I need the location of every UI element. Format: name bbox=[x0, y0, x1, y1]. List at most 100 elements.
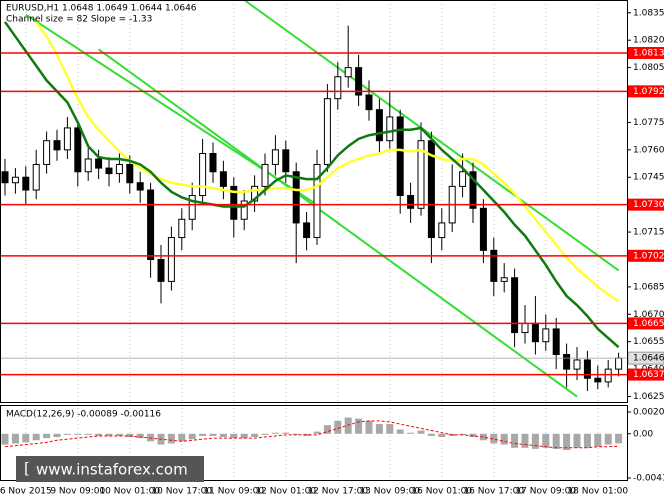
level-label: 1.0637 bbox=[633, 370, 664, 380]
candle-body bbox=[209, 152, 217, 173]
candle-body bbox=[115, 163, 123, 175]
candle-body bbox=[615, 357, 623, 370]
candle-body bbox=[292, 171, 300, 224]
level-tag bbox=[628, 368, 664, 381]
candle-body bbox=[521, 322, 529, 334]
y-tick-label: 1.0655 bbox=[633, 337, 664, 347]
macd-signal bbox=[4, 420, 619, 449]
macd-bar bbox=[542, 433, 550, 448]
macd-bar bbox=[511, 433, 519, 448]
macd-bar bbox=[583, 433, 591, 448]
macd-bar bbox=[251, 433, 259, 438]
candle-body bbox=[479, 207, 487, 251]
candle-body bbox=[147, 189, 155, 260]
candle-body bbox=[531, 322, 539, 343]
candle-body bbox=[604, 368, 612, 383]
candle-body bbox=[386, 116, 394, 142]
candle-body bbox=[261, 163, 269, 187]
candle-body bbox=[136, 182, 144, 191]
macd-bar bbox=[323, 425, 331, 434]
candle-body bbox=[22, 176, 30, 191]
x-tick-label: 17 Nov 09:00 bbox=[515, 487, 576, 497]
candle-body bbox=[126, 163, 134, 184]
level-tag bbox=[628, 85, 664, 98]
candle-body bbox=[63, 127, 71, 151]
watermark-text: www.instaforex.com bbox=[36, 461, 188, 479]
candle-body bbox=[230, 185, 238, 220]
candle-body bbox=[271, 149, 279, 165]
level-tag bbox=[628, 317, 664, 330]
x-tick-label: 9 Nov 09:00 bbox=[50, 487, 105, 497]
candle-body bbox=[594, 377, 602, 383]
y-tick-label: 0.00 bbox=[633, 429, 653, 439]
candle-body bbox=[105, 167, 113, 175]
macd-bar bbox=[552, 433, 560, 449]
candle-body bbox=[11, 176, 19, 184]
candle-body bbox=[407, 195, 415, 209]
channel-line bbox=[98, 48, 578, 398]
level-tag bbox=[628, 198, 664, 211]
chart-subtitle: Channel size = 82 Slope = -1.33 bbox=[6, 15, 152, 25]
candle-body bbox=[427, 140, 435, 239]
macd-bar bbox=[573, 433, 581, 448]
macd-bar bbox=[615, 433, 623, 444]
candle-body bbox=[95, 158, 103, 169]
macd-bar bbox=[199, 433, 207, 436]
macd-bar bbox=[407, 432, 415, 434]
y-tick-label: 1.0835 bbox=[633, 8, 664, 18]
macd-bar bbox=[178, 433, 186, 442]
candle-body bbox=[583, 359, 591, 379]
level-tag bbox=[628, 46, 664, 59]
x-tick-label: 12 Nov 17:00 bbox=[307, 487, 368, 497]
x-tick-label: 10 Nov 17:00 bbox=[151, 487, 212, 497]
candle-body bbox=[251, 185, 259, 202]
macd-bar bbox=[53, 433, 61, 438]
macd-bar bbox=[63, 433, 71, 435]
macd-bar bbox=[167, 433, 175, 444]
candle-body bbox=[542, 328, 550, 343]
candle-body bbox=[396, 116, 404, 197]
macd-bar bbox=[604, 433, 612, 445]
macd-bar bbox=[115, 433, 123, 436]
macd-bar bbox=[355, 418, 363, 434]
level-label: 1.0702 bbox=[633, 251, 664, 261]
macd-bar bbox=[271, 432, 279, 434]
y-tick-label: 1.0625 bbox=[633, 392, 664, 402]
macd-bar bbox=[240, 433, 248, 439]
macd-bar bbox=[344, 417, 352, 434]
candle-body bbox=[552, 328, 560, 355]
level-tag bbox=[628, 249, 664, 262]
macd-bar bbox=[147, 433, 155, 442]
macd-bar bbox=[230, 433, 238, 439]
candle-body bbox=[32, 163, 40, 191]
x-tick-label: 13 Nov 09:00 bbox=[359, 487, 420, 497]
macd-bar bbox=[261, 433, 269, 435]
candle-body bbox=[84, 158, 92, 173]
candle-body bbox=[323, 98, 331, 165]
candle-body bbox=[178, 218, 186, 239]
macd-bar bbox=[209, 433, 217, 436]
macd-bar bbox=[313, 431, 321, 434]
y-tick-label: 1.0775 bbox=[633, 118, 664, 128]
candle-body bbox=[240, 200, 248, 220]
candle-body bbox=[511, 277, 519, 334]
x-tick-label: 6 Nov 2015 bbox=[0, 487, 52, 497]
macd-bar bbox=[500, 433, 508, 445]
macd-bar bbox=[531, 433, 539, 449]
last-price-label: 1.0646 bbox=[633, 354, 664, 364]
candle-body bbox=[438, 222, 446, 239]
macd-bar bbox=[282, 432, 290, 434]
watermark-bracket: [ bbox=[24, 460, 30, 478]
macd-bar bbox=[490, 433, 498, 444]
y-tick-label: 1.0805 bbox=[633, 63, 664, 73]
y-tick-label: 1.0760 bbox=[633, 145, 664, 155]
candle-body bbox=[490, 249, 498, 282]
macd-bar bbox=[375, 424, 383, 434]
level-label: 1.0665 bbox=[633, 319, 664, 329]
macd-bar bbox=[417, 430, 425, 434]
y-tick-label: 1.0820 bbox=[633, 36, 664, 46]
candle-body bbox=[167, 237, 175, 282]
macd-title: MACD(12,26,9) -0.00089 -0.00116 bbox=[6, 410, 161, 420]
candle-body bbox=[355, 67, 363, 96]
price-frame bbox=[0, 0, 628, 403]
